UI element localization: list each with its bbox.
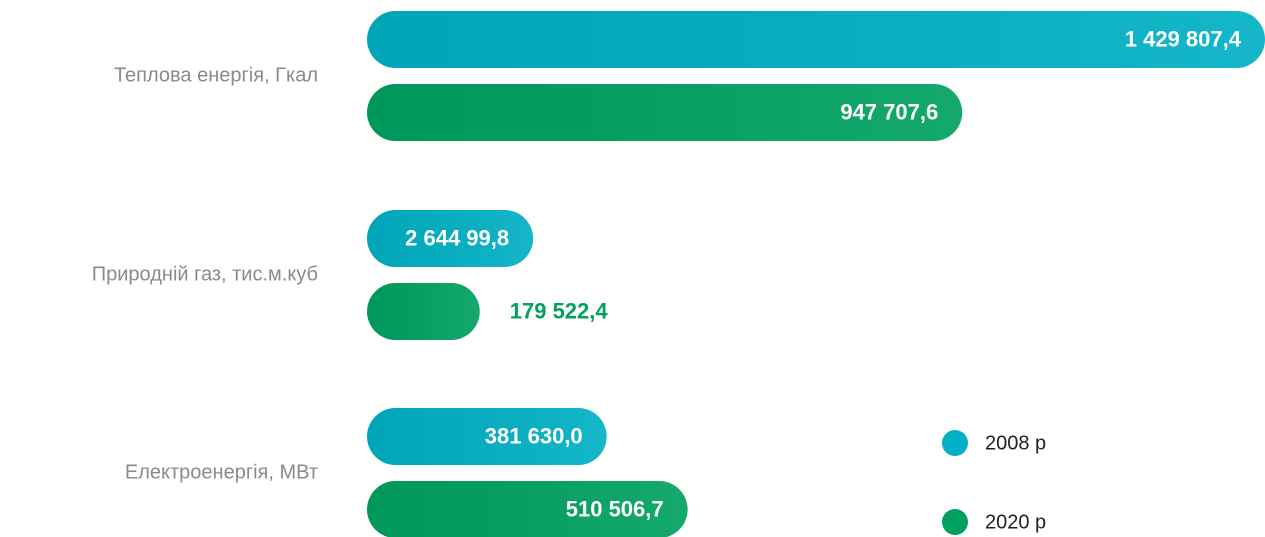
bar-sheen <box>367 283 480 340</box>
legend-label: 2020 р <box>985 511 1046 533</box>
value-label: 510 506,7 <box>566 496 664 521</box>
value-label: 179 522,4 <box>510 298 609 323</box>
bar-sheen <box>367 408 607 465</box>
bar-sheen <box>367 210 534 267</box>
value-label: 1 429 807,4 <box>1125 26 1242 51</box>
value-label: 947 707,6 <box>840 99 938 124</box>
bar-sheen <box>367 481 688 537</box>
bar-sheen <box>367 84 963 141</box>
legend-swatch <box>942 430 968 456</box>
legend-swatch <box>942 509 968 535</box>
category-label: Природній газ, тис.м.куб <box>92 263 318 285</box>
legend-label: 2008 р <box>985 432 1046 454</box>
value-label: 381 630,0 <box>485 423 583 448</box>
category-label: Електроенергія, МВт <box>125 461 318 483</box>
bar-sheen <box>367 11 1265 68</box>
value-label: 2 644 99,8 <box>405 225 509 250</box>
category-label: Теплова енергія, Гкал <box>114 64 318 86</box>
